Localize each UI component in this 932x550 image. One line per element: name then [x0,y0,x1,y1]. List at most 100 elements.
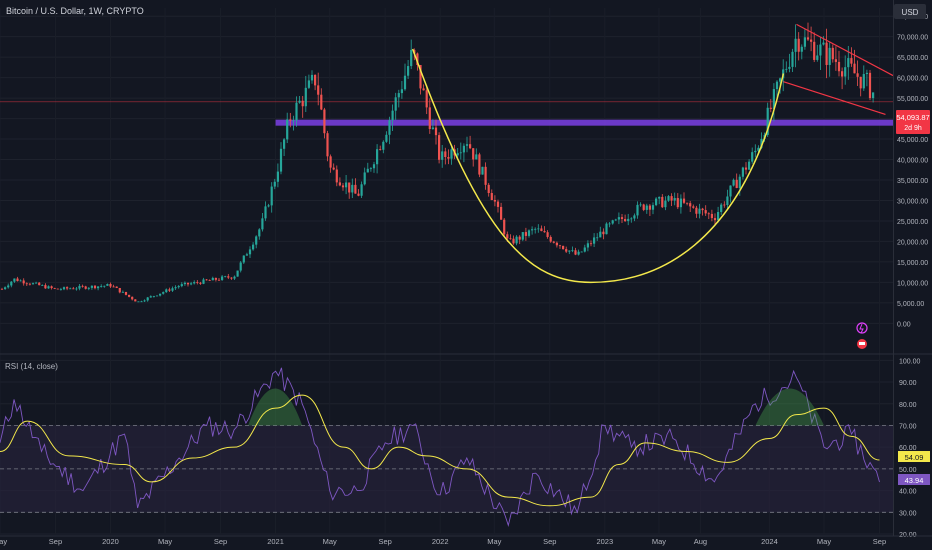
candle-body [47,286,50,289]
candle-body [366,168,369,173]
candle-body [549,236,552,242]
candle-body [7,285,10,288]
candle-body [720,204,723,213]
candle-body [624,219,627,222]
candle-body [689,203,692,207]
candle-body [239,262,242,271]
lightning-icon-glyph [859,323,864,334]
candle-body [788,66,791,69]
price-tick-label: 25,000.00 [897,219,928,226]
price-tick-label: 65,000.00 [897,55,928,62]
candle-body [577,251,580,255]
candle-body [831,47,834,60]
candle-body [137,301,140,303]
candle-body [611,220,614,224]
rsi-tick-label: 40.00 [899,489,917,496]
candle-body [438,135,441,160]
candle-body [500,206,503,220]
candle-body [69,288,72,290]
candle-body [245,254,248,256]
candle-body [856,73,859,77]
rsi-lines [0,367,880,527]
candle-body [31,283,35,285]
candle-body [636,204,639,216]
candle-body [475,154,478,160]
candle-body [732,179,735,186]
candle-body [658,196,661,199]
candle-body [25,283,28,285]
currency-button-bg[interactable] [894,4,926,19]
candle-body [531,229,534,231]
candle-body [589,243,593,245]
candle-body [286,119,289,140]
candle-body [459,152,462,154]
channel-upper [796,23,894,77]
candle-body [558,245,562,247]
candle-body [403,75,407,90]
candle-body [335,169,338,183]
candle-body [121,291,124,293]
rsi-tick-label: 80.00 [899,402,917,409]
candle-body [775,81,779,90]
candle-body [345,182,348,188]
candle-body [627,218,630,222]
candle-body [363,172,366,185]
candle-body [537,228,540,230]
time-tick-label: May [323,537,337,546]
candle-body [385,134,388,142]
candle-body [211,277,214,281]
candle-body [369,168,372,170]
candle-body [850,58,853,64]
cup-curve [411,48,785,284]
lightning-icon[interactable] [856,322,868,334]
rsi-ma-badge [898,451,930,462]
candle-body [655,198,658,206]
rsi-tick-label: 60.00 [899,445,917,452]
candle-body [723,204,726,206]
candle-body [341,185,345,188]
candle-body [255,236,258,245]
candle-body [605,223,608,235]
candle-body [351,184,354,193]
candle-body [422,88,425,91]
candle-body [686,202,689,204]
candle-body [128,294,131,297]
price-tick-label: 55,000.00 [897,96,928,103]
candle-body [617,217,620,220]
candle-body [376,149,379,165]
candle-body [394,97,397,111]
candle-body [295,102,298,121]
candle-body [441,151,444,160]
rsi-line [0,367,880,527]
candle-body [701,208,704,211]
candle-body [56,288,59,290]
candle-body [425,90,428,108]
rsi-tick-label: 100.00 [899,358,921,365]
candle-body [354,184,357,194]
candle-body [230,277,233,279]
candle-body [112,286,115,288]
candle-body [273,181,276,187]
candle-body [574,250,577,255]
time-tick-label: Sep [543,537,556,546]
candle-body [456,153,459,156]
candle-body [131,296,134,300]
candle-body [670,196,673,201]
rsi-ma-value: 54.09 [905,453,924,462]
candle-body [593,237,596,244]
candle-body [276,171,279,182]
time-tick-label: Sep [378,537,391,546]
candle-body [62,287,66,290]
candle-body [785,68,788,70]
currency-button[interactable]: USD [902,8,919,17]
candle-body [186,282,190,285]
time-tick-label: May [158,537,172,546]
candle-body [35,282,38,284]
candle-body [162,292,165,294]
candle-body [190,283,193,285]
candle-body [800,46,803,52]
candle-body [713,218,717,221]
rsi-tick-label: 70.00 [899,423,917,430]
candle-body [735,179,738,189]
